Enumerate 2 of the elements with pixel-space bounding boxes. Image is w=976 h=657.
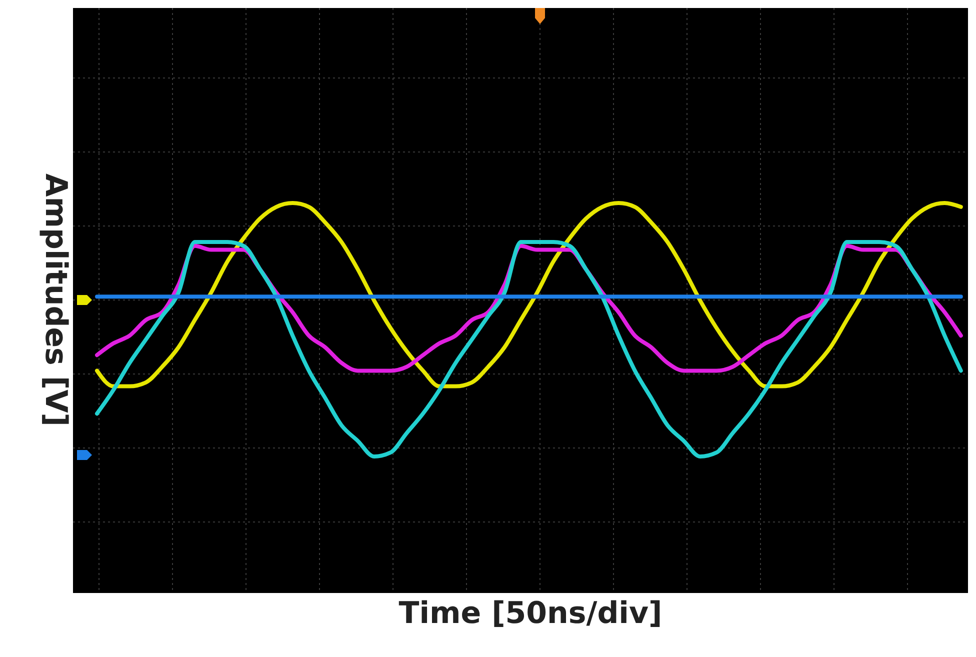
y-axis-title: Amplitudes [V] xyxy=(38,174,73,426)
x-axis-title: Time [50ns/div] xyxy=(398,596,662,631)
